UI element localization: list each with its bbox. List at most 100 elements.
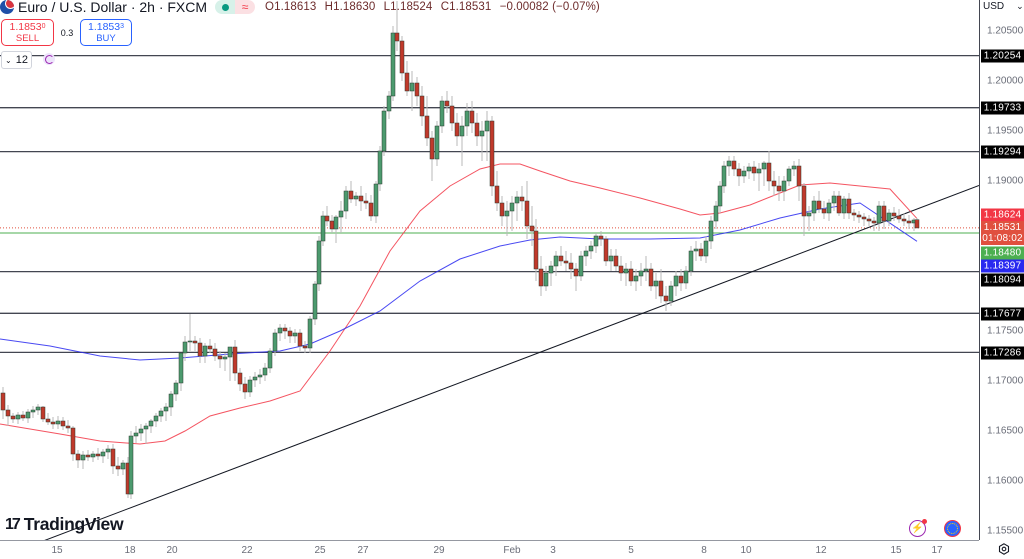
- candle-up: [25, 411, 31, 419]
- candle-down: [324, 215, 330, 222]
- logo-text: TradingView: [23, 514, 124, 534]
- candle-up: [143, 425, 149, 430]
- spread-value: 0.3: [60, 27, 74, 38]
- candle-up: [272, 332, 278, 352]
- candle-up: [227, 346, 233, 358]
- price-tick-label: 1.16500: [987, 425, 1024, 437]
- change-value: −0.00082 (−0.07%): [499, 1, 600, 13]
- candle-down: [282, 327, 288, 332]
- candle-up: [333, 216, 339, 230]
- price-tag: 1.18094: [981, 273, 1024, 287]
- price-chart[interactable]: [0, 0, 979, 540]
- candle-down: [628, 268, 634, 282]
- candle-down: [474, 122, 480, 137]
- candle-down: [563, 260, 569, 264]
- ma-slow-line: [0, 202, 918, 361]
- candle-down: [648, 268, 654, 287]
- market-status[interactable]: ≈: [215, 0, 256, 14]
- candle-up: [693, 248, 699, 252]
- candle-up: [459, 125, 465, 137]
- price-tag: 1.18624: [981, 208, 1024, 222]
- candle-up: [409, 82, 415, 92]
- candle-up: [35, 406, 41, 411]
- indicators-collapse-button[interactable]: ⌄ 12: [1, 51, 32, 69]
- candle-up: [643, 268, 649, 272]
- candle-up: [381, 110, 387, 152]
- price-tag: 1.18397: [981, 259, 1024, 273]
- candle-up: [726, 160, 732, 167]
- candle-up: [55, 420, 61, 425]
- candle-up: [741, 170, 747, 177]
- time-tick-label: 27: [357, 545, 369, 556]
- trendline: [44, 185, 979, 540]
- time-tick-label: 8: [701, 545, 707, 556]
- candle-up: [277, 327, 283, 334]
- candle-up: [105, 448, 111, 453]
- candle-up: [638, 270, 644, 277]
- candle-up: [721, 165, 727, 187]
- candle-up: [791, 165, 797, 170]
- price-tick-label: 1.17000: [987, 375, 1024, 387]
- candle-up: [292, 332, 298, 337]
- candle-up: [876, 205, 882, 224]
- market-open-dot-icon: [221, 3, 229, 11]
- candle-down: [10, 415, 16, 420]
- price-tag: 1.17677: [981, 307, 1024, 321]
- candle-down: [861, 216, 867, 220]
- sell-button[interactable]: 1.18530 SELL: [1, 19, 54, 46]
- candle-up: [386, 95, 392, 112]
- candle-down: [207, 345, 213, 350]
- candle-down: [771, 180, 777, 187]
- candle-down: [489, 120, 495, 187]
- candle-down: [110, 448, 116, 467]
- chevron-down-icon: ⌄: [5, 55, 12, 65]
- candle-down: [766, 162, 772, 182]
- candle-up: [148, 420, 154, 427]
- candle-down: [613, 255, 619, 267]
- candle-up: [173, 382, 179, 395]
- candle-up: [100, 451, 106, 457]
- buy-button[interactable]: 1.18533 BUY: [80, 19, 132, 46]
- candle-up: [781, 180, 787, 192]
- candle-down: [469, 110, 475, 124]
- candle-down: [429, 137, 435, 160]
- price-tick-label: 1.15500: [987, 525, 1024, 537]
- candle-down: [801, 185, 807, 217]
- candle-up: [353, 195, 359, 200]
- candle-down: [40, 406, 46, 420]
- candle-down: [658, 280, 664, 297]
- candle-down: [891, 212, 897, 217]
- candle-down: [866, 218, 872, 222]
- candle-up: [320, 215, 326, 242]
- tradingview-logo-icon: 17: [5, 515, 21, 533]
- symbol-legend: Euro / U.S. Dollar · 2h · FXCM ≈ O1.1861…: [0, 0, 605, 15]
- candle-up: [464, 110, 470, 127]
- time-tick-label: 15: [51, 545, 63, 556]
- candle-down: [736, 168, 742, 177]
- candle-down: [796, 165, 802, 187]
- eu-events-icon[interactable]: [944, 520, 961, 537]
- candle-up: [30, 409, 36, 413]
- candle-up: [257, 374, 263, 378]
- time-tick-label: 3: [550, 545, 556, 556]
- candle-up: [633, 275, 639, 282]
- symbol-title[interactable]: Euro / U.S. Dollar · 2h · FXCM: [18, 0, 208, 15]
- candle-down: [663, 295, 669, 302]
- currency-selector[interactable]: USD: [983, 1, 1024, 12]
- candle-down: [237, 372, 243, 385]
- candle-up: [267, 350, 273, 369]
- candle-down: [698, 248, 704, 257]
- candle-down: [821, 208, 827, 214]
- candle-up: [673, 275, 679, 287]
- candle-up: [439, 100, 445, 127]
- candle-down: [454, 122, 460, 137]
- time-tick-label: 22: [241, 545, 253, 556]
- candle-down: [95, 453, 101, 457]
- candle-down: [50, 421, 56, 425]
- candle-up: [688, 250, 694, 272]
- candle-up: [390, 32, 396, 97]
- lightning-alert-icon[interactable]: ⚡: [909, 519, 927, 537]
- time-axis[interactable]: [0, 540, 979, 559]
- settings-icon[interactable]: [998, 543, 1010, 555]
- tradingview-logo[interactable]: 17 TradingView: [5, 514, 124, 535]
